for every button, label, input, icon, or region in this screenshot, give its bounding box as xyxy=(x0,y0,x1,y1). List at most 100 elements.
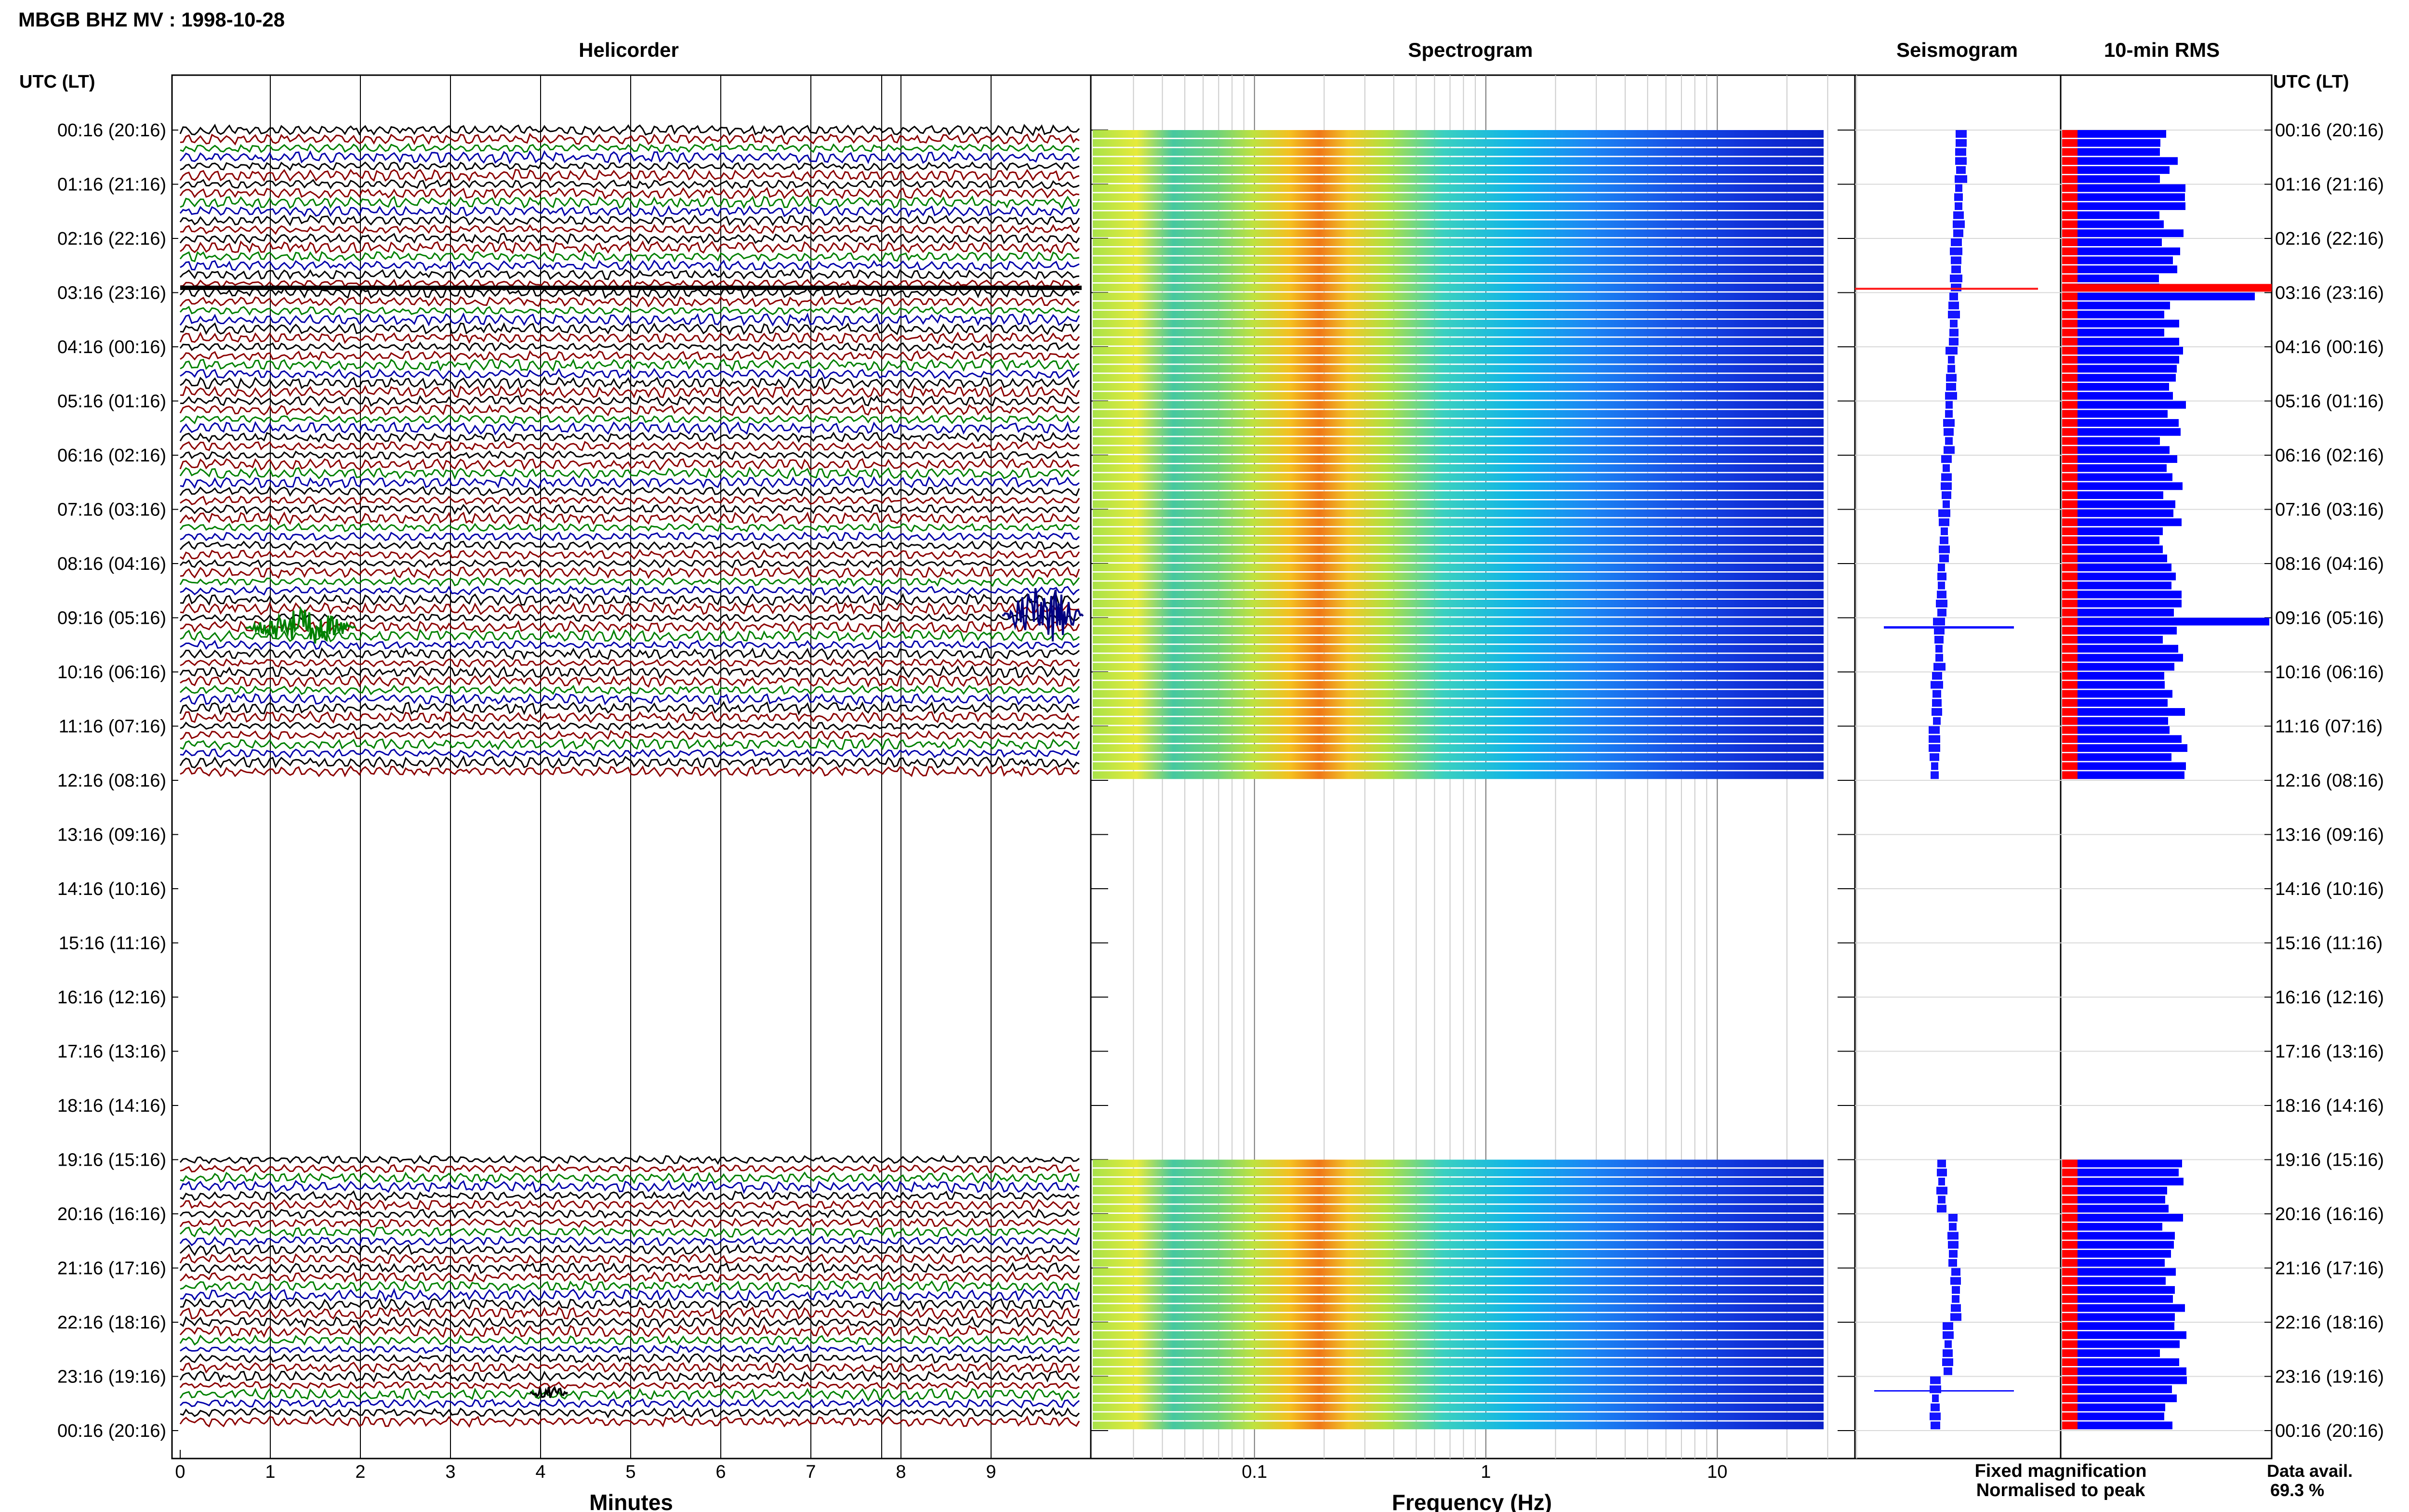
rms-normalised-bar xyxy=(2062,654,2078,662)
helicorder-trace xyxy=(180,1171,1080,1184)
seismogram-segment xyxy=(1944,428,1954,436)
rms-normalised-bar xyxy=(2062,1196,2078,1204)
seismogram-segment xyxy=(1937,1159,1946,1168)
spectrogram-row xyxy=(1093,1313,1824,1321)
time-label-right: 03:16 (23:16) xyxy=(2275,283,2384,303)
seismogram-segment xyxy=(1948,355,1955,364)
seismogram-segment xyxy=(1941,482,1952,490)
rms-normalised-bar xyxy=(2062,220,2078,228)
spectrogram-row xyxy=(1093,509,1824,517)
rms-normalised-bar xyxy=(2062,275,2078,282)
seismogram-segment xyxy=(1933,663,1946,671)
rms-normalised-bar xyxy=(2062,744,2078,752)
rms-bar xyxy=(2062,473,2172,481)
spectrogram-row xyxy=(1093,654,1824,662)
spectrogram-row xyxy=(1093,591,1824,599)
rms-normalised-bar xyxy=(2062,753,2078,761)
helicorder-trace xyxy=(180,1288,1080,1302)
rms-normalised-bar xyxy=(2062,1214,2078,1222)
seismogram-segment xyxy=(1945,392,1957,400)
spectrogram-row xyxy=(1093,618,1824,626)
spectrogram-row xyxy=(1093,1421,1824,1430)
seismogram-segment xyxy=(1940,536,1948,544)
rms-normalised-bar xyxy=(2062,509,2078,517)
time-label-left: 00:16 (20:16) xyxy=(57,120,166,141)
seismogram-segment xyxy=(1936,1186,1947,1195)
rms-normalised-bar xyxy=(2062,319,2078,328)
time-label-left: 18:16 (14:16) xyxy=(57,1096,166,1116)
seismogram-segment xyxy=(1931,681,1943,689)
rms-normalised-bar xyxy=(2062,455,2078,463)
seismogram-segment xyxy=(1943,1349,1953,1357)
rms-bar xyxy=(2062,302,2170,310)
rms-normalised-bar xyxy=(2062,581,2078,590)
seismogram-segment xyxy=(1938,1178,1945,1185)
spectrogram-row xyxy=(1093,311,1824,318)
spectrogram-row xyxy=(1093,527,1824,535)
rms-bar xyxy=(2062,437,2160,445)
time-axis-label-right: UTC (LT) xyxy=(2273,72,2349,92)
spectrogram-row xyxy=(1093,211,1824,219)
rms-panel xyxy=(2060,74,2273,1459)
helicorder-trace xyxy=(180,639,1080,651)
rms-normalised-bar xyxy=(2062,1385,2078,1394)
time-label-left: 15:16 (11:16) xyxy=(59,933,166,954)
time-axis-label-left: UTC (LT) xyxy=(19,72,95,92)
rms-bar xyxy=(2062,1232,2175,1240)
seismogram-segment xyxy=(1942,491,1951,499)
spectrogram-row xyxy=(1093,410,1824,418)
seismogram-segment xyxy=(1941,527,1948,535)
spectrogram-row xyxy=(1093,419,1824,427)
spectrogram-row xyxy=(1093,238,1824,246)
seismogram-segment xyxy=(1949,292,1958,301)
time-label-left: 06:16 (02:16) xyxy=(57,446,166,466)
rms-bar xyxy=(2062,1268,2176,1276)
rms-normalised-bar xyxy=(2062,1331,2078,1339)
minute-tick-label: 8 xyxy=(896,1462,906,1482)
time-label-left: 17:16 (13:16) xyxy=(57,1042,166,1062)
rms-bar xyxy=(2062,247,2180,255)
helicorder-title: Helicorder xyxy=(579,39,679,61)
seismogram-segment xyxy=(1929,726,1940,734)
seismogram-segment xyxy=(1951,1268,1960,1276)
seismogram-segment xyxy=(1935,654,1943,662)
helicorder-trace xyxy=(179,404,1080,417)
rms-bar xyxy=(2062,1349,2160,1357)
rms-normalised-bar xyxy=(2062,229,2078,237)
spectrogram-row xyxy=(1093,1304,1824,1312)
helicorder-trace xyxy=(179,540,1080,551)
rms-normalised-bar xyxy=(2062,157,2078,165)
rms-bar xyxy=(2062,1385,2172,1394)
data-avail-value: 69.3 % xyxy=(2270,1480,2324,1500)
seismogram-segment xyxy=(1937,591,1946,599)
spectrogram-row xyxy=(1093,518,1824,526)
seismogram-segment xyxy=(1929,744,1940,752)
spectrogram-row xyxy=(1093,347,1824,355)
rms-bar xyxy=(2062,564,2171,571)
helicorder-trace xyxy=(179,1334,1080,1346)
rms-bar xyxy=(2062,1286,2175,1294)
time-label-left: 05:16 (01:16) xyxy=(57,392,166,412)
seismogram-segment xyxy=(1932,699,1942,707)
rms-peak-bar xyxy=(2062,284,2272,292)
rms-bar xyxy=(2062,139,2160,147)
rms-normalised-bar xyxy=(2062,564,2078,571)
time-label-right: 04:16 (00:16) xyxy=(2275,337,2384,357)
time-label-right: 06:16 (02:16) xyxy=(2275,446,2384,466)
spectrogram-row xyxy=(1093,1241,1824,1249)
time-label-right: 15:16 (11:16) xyxy=(2275,933,2383,954)
rms-bar xyxy=(2062,202,2185,210)
time-label-left: 20:16 (16:16) xyxy=(57,1204,166,1224)
seismogram-segment xyxy=(1946,401,1953,409)
seismogram-segment xyxy=(1946,383,1956,391)
spectrogram-row xyxy=(1093,464,1824,472)
rms-normalised-bar xyxy=(2062,473,2078,481)
seismogram-segment xyxy=(1948,1214,1958,1222)
rms-normalised-bar xyxy=(2062,383,2078,391)
rms-bar xyxy=(2062,591,2182,599)
rms-bar xyxy=(2062,1304,2185,1312)
helicorder-trace xyxy=(179,150,1080,164)
rms-bar xyxy=(2062,365,2177,373)
minute-tick-label: 7 xyxy=(806,1462,816,1482)
helicorder-trace xyxy=(179,1225,1080,1238)
